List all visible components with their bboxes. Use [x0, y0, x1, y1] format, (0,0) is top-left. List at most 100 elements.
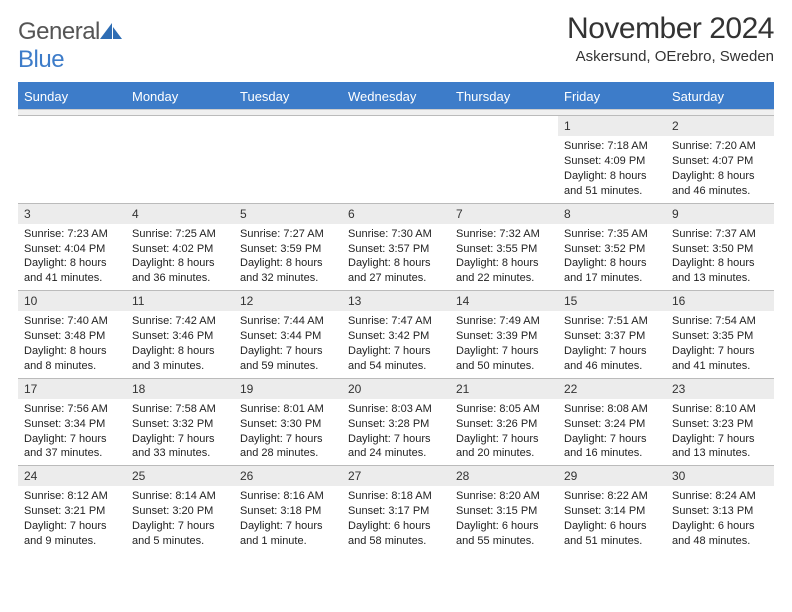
daylight-text: Daylight: 7 hours and 41 minutes. — [672, 344, 768, 374]
day-details: Sunrise: 7:23 AMSunset: 4:04 PMDaylight:… — [18, 224, 126, 290]
daylight-text: Daylight: 8 hours and 41 minutes. — [24, 256, 120, 286]
sunset-text: Sunset: 3:26 PM — [456, 417, 552, 432]
sunset-text: Sunset: 4:07 PM — [672, 154, 768, 169]
calendar-cell: 29Sunrise: 8:22 AMSunset: 3:14 PMDayligh… — [558, 465, 666, 553]
day-details: Sunrise: 7:27 AMSunset: 3:59 PMDaylight:… — [234, 224, 342, 290]
daylight-text: Daylight: 8 hours and 22 minutes. — [456, 256, 552, 286]
calendar-cell: 7Sunrise: 7:32 AMSunset: 3:55 PMDaylight… — [450, 203, 558, 291]
logo-sail-icon — [100, 23, 122, 39]
daylight-text: Daylight: 7 hours and 24 minutes. — [348, 432, 444, 462]
day-details: Sunrise: 7:20 AMSunset: 4:07 PMDaylight:… — [666, 136, 774, 202]
day-details: Sunrise: 7:32 AMSunset: 3:55 PMDaylight:… — [450, 224, 558, 290]
calendar-cell: 30Sunrise: 8:24 AMSunset: 3:13 PMDayligh… — [666, 465, 774, 553]
day-number: 19 — [234, 379, 342, 399]
day-details: Sunrise: 8:18 AMSunset: 3:17 PMDaylight:… — [342, 486, 450, 552]
sunset-text: Sunset: 3:32 PM — [132, 417, 228, 432]
sunrise-text: Sunrise: 8:03 AM — [348, 402, 444, 417]
sunrise-text: Sunrise: 7:27 AM — [240, 227, 336, 242]
day-number: 5 — [234, 204, 342, 224]
daylight-text: Daylight: 6 hours and 51 minutes. — [564, 519, 660, 549]
sunrise-text: Sunrise: 7:35 AM — [564, 227, 660, 242]
day-details: Sunrise: 7:25 AMSunset: 4:02 PMDaylight:… — [126, 224, 234, 290]
calendar-cell: 11Sunrise: 7:42 AMSunset: 3:46 PMDayligh… — [126, 290, 234, 378]
sunrise-text: Sunrise: 7:47 AM — [348, 314, 444, 329]
daylight-text: Daylight: 7 hours and 37 minutes. — [24, 432, 120, 462]
sunset-text: Sunset: 3:15 PM — [456, 504, 552, 519]
day-details: Sunrise: 7:49 AMSunset: 3:39 PMDaylight:… — [450, 311, 558, 377]
calendar-grid: 1Sunrise: 7:18 AMSunset: 4:09 PMDaylight… — [18, 115, 774, 553]
calendar-cell: 22Sunrise: 8:08 AMSunset: 3:24 PMDayligh… — [558, 378, 666, 466]
calendar-cell: 20Sunrise: 8:03 AMSunset: 3:28 PMDayligh… — [342, 378, 450, 466]
day-details: Sunrise: 8:08 AMSunset: 3:24 PMDaylight:… — [558, 399, 666, 465]
calendar-cell: 15Sunrise: 7:51 AMSunset: 3:37 PMDayligh… — [558, 290, 666, 378]
sunset-text: Sunset: 3:39 PM — [456, 329, 552, 344]
day-details: Sunrise: 8:16 AMSunset: 3:18 PMDaylight:… — [234, 486, 342, 552]
day-details: Sunrise: 8:20 AMSunset: 3:15 PMDaylight:… — [450, 486, 558, 552]
sunrise-text: Sunrise: 8:14 AM — [132, 489, 228, 504]
logo-text-general: General — [18, 18, 100, 45]
calendar-cell — [234, 115, 342, 203]
sunrise-text: Sunrise: 7:58 AM — [132, 402, 228, 417]
day-details: Sunrise: 7:56 AMSunset: 3:34 PMDaylight:… — [18, 399, 126, 465]
calendar-cell: 1Sunrise: 7:18 AMSunset: 4:09 PMDaylight… — [558, 115, 666, 203]
sunrise-text: Sunrise: 8:20 AM — [456, 489, 552, 504]
daylight-text: Daylight: 8 hours and 13 minutes. — [672, 256, 768, 286]
day-number: 18 — [126, 379, 234, 399]
calendar-cell: 21Sunrise: 8:05 AMSunset: 3:26 PMDayligh… — [450, 378, 558, 466]
day-details: Sunrise: 7:58 AMSunset: 3:32 PMDaylight:… — [126, 399, 234, 465]
day-number: 20 — [342, 379, 450, 399]
daylight-text: Daylight: 7 hours and 5 minutes. — [132, 519, 228, 549]
sunset-text: Sunset: 3:21 PM — [24, 504, 120, 519]
day-details: Sunrise: 7:47 AMSunset: 3:42 PMDaylight:… — [342, 311, 450, 377]
daylight-text: Daylight: 7 hours and 16 minutes. — [564, 432, 660, 462]
header: General Blue November 2024 Askersund, OE… — [18, 12, 774, 74]
sunset-text: Sunset: 3:14 PM — [564, 504, 660, 519]
daylight-text: Daylight: 8 hours and 46 minutes. — [672, 169, 768, 199]
daylight-text: Daylight: 8 hours and 51 minutes. — [564, 169, 660, 199]
day-number: 23 — [666, 379, 774, 399]
calendar-cell — [126, 115, 234, 203]
calendar-cell: 4Sunrise: 7:25 AMSunset: 4:02 PMDaylight… — [126, 203, 234, 291]
day-number: 11 — [126, 291, 234, 311]
daylight-text: Daylight: 8 hours and 8 minutes. — [24, 344, 120, 374]
day-details: Sunrise: 7:51 AMSunset: 3:37 PMDaylight:… — [558, 311, 666, 377]
day-details: Sunrise: 7:44 AMSunset: 3:44 PMDaylight:… — [234, 311, 342, 377]
day-number: 25 — [126, 466, 234, 486]
sunrise-text: Sunrise: 7:20 AM — [672, 139, 768, 154]
weekday-header-cell: Sunday — [18, 84, 126, 109]
day-details: Sunrise: 8:14 AMSunset: 3:20 PMDaylight:… — [126, 486, 234, 552]
day-number: 9 — [666, 204, 774, 224]
daylight-text: Daylight: 8 hours and 27 minutes. — [348, 256, 444, 286]
sunset-text: Sunset: 3:23 PM — [672, 417, 768, 432]
weekday-header-cell: Tuesday — [234, 84, 342, 109]
sunrise-text: Sunrise: 7:32 AM — [456, 227, 552, 242]
daylight-text: Daylight: 7 hours and 33 minutes. — [132, 432, 228, 462]
sunset-text: Sunset: 3:44 PM — [240, 329, 336, 344]
location-subtitle: Askersund, OErebro, Sweden — [567, 48, 774, 65]
day-number: 12 — [234, 291, 342, 311]
daylight-text: Daylight: 8 hours and 36 minutes. — [132, 256, 228, 286]
day-number: 16 — [666, 291, 774, 311]
daylight-text: Daylight: 7 hours and 46 minutes. — [564, 344, 660, 374]
calendar-cell: 9Sunrise: 7:37 AMSunset: 3:50 PMDaylight… — [666, 203, 774, 291]
day-details: Sunrise: 7:40 AMSunset: 3:48 PMDaylight:… — [18, 311, 126, 377]
sunrise-text: Sunrise: 8:01 AM — [240, 402, 336, 417]
calendar-cell: 5Sunrise: 7:27 AMSunset: 3:59 PMDaylight… — [234, 203, 342, 291]
sunrise-text: Sunrise: 7:56 AM — [24, 402, 120, 417]
daylight-text: Daylight: 7 hours and 54 minutes. — [348, 344, 444, 374]
daylight-text: Daylight: 7 hours and 9 minutes. — [24, 519, 120, 549]
calendar-cell: 24Sunrise: 8:12 AMSunset: 3:21 PMDayligh… — [18, 465, 126, 553]
sunset-text: Sunset: 3:24 PM — [564, 417, 660, 432]
calendar-cell: 16Sunrise: 7:54 AMSunset: 3:35 PMDayligh… — [666, 290, 774, 378]
weekday-header-cell: Monday — [126, 84, 234, 109]
sunrise-text: Sunrise: 7:44 AM — [240, 314, 336, 329]
weekday-header-cell: Friday — [558, 84, 666, 109]
sunrise-text: Sunrise: 7:51 AM — [564, 314, 660, 329]
day-details: Sunrise: 7:42 AMSunset: 3:46 PMDaylight:… — [126, 311, 234, 377]
day-details: Sunrise: 7:37 AMSunset: 3:50 PMDaylight:… — [666, 224, 774, 290]
daylight-text: Daylight: 7 hours and 13 minutes. — [672, 432, 768, 462]
day-number: 28 — [450, 466, 558, 486]
sunrise-text: Sunrise: 8:16 AM — [240, 489, 336, 504]
day-details: Sunrise: 8:05 AMSunset: 3:26 PMDaylight:… — [450, 399, 558, 465]
sunset-text: Sunset: 3:18 PM — [240, 504, 336, 519]
